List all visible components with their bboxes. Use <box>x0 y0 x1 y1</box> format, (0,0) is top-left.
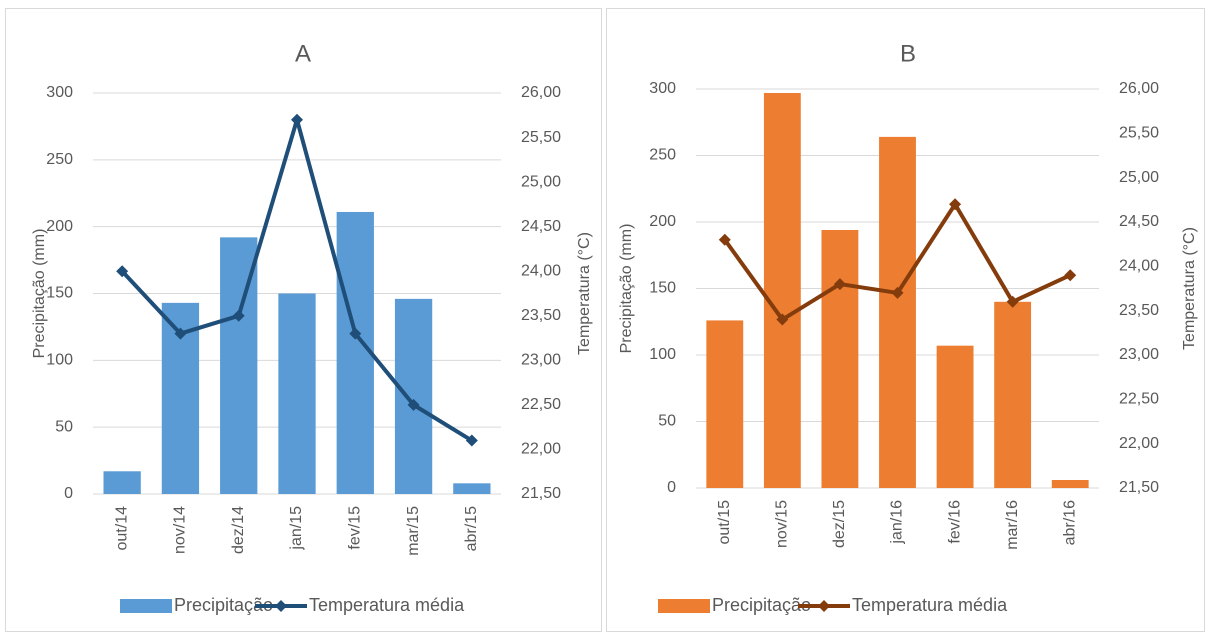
legend-label: Temperatura média <box>309 595 465 615</box>
y2-tick-label: 24,50 <box>521 218 561 235</box>
y-tick-label: 300 <box>46 84 73 101</box>
y-tick-label: 50 <box>658 413 676 430</box>
legend-marker <box>275 600 287 612</box>
x-tick-label: out/15 <box>716 500 733 545</box>
y2-tick-label: 25,50 <box>1119 125 1159 142</box>
line-marker <box>891 286 904 299</box>
y-axis-title: Precipitação (mm) <box>618 224 635 354</box>
y2-tick-label: 23,50 <box>521 307 561 324</box>
y2-tick-label: 22,50 <box>521 396 561 413</box>
bar <box>453 483 491 494</box>
y-tick-label: 300 <box>649 80 676 97</box>
y2-tick-label: 23,00 <box>521 352 561 369</box>
y2-tick-label: 26,00 <box>1119 80 1159 97</box>
bar <box>936 345 974 488</box>
y2-tick-label: 21,50 <box>1119 479 1159 496</box>
x-tick-label: out/14 <box>113 506 130 551</box>
bar <box>706 320 744 488</box>
x-tick-label: dez/15 <box>831 500 848 548</box>
x-tick-label: dez/14 <box>230 506 247 554</box>
y-tick-label: 0 <box>64 485 73 502</box>
y2-tick-label: 23,50 <box>1119 302 1159 319</box>
x-tick-label: nov/14 <box>172 506 189 554</box>
x-tick-label: abr/15 <box>463 506 480 551</box>
legend-swatch <box>658 599 710 613</box>
y2-axis-title: Temperatura (°C) <box>576 232 593 355</box>
line-marker <box>833 278 846 291</box>
legend-label: Precipitação <box>712 595 811 615</box>
legend-label: Precipitação <box>174 595 273 615</box>
legend-marker <box>818 600 830 612</box>
line-marker <box>174 327 187 340</box>
y-tick-label: 100 <box>46 352 73 369</box>
legend-label: Temperatura média <box>852 595 1008 615</box>
bar <box>103 471 141 494</box>
bar <box>278 293 316 494</box>
x-tick-label: abr/16 <box>1061 500 1078 545</box>
chart-title: A <box>295 40 311 67</box>
y-axis-title: Precipitação (mm) <box>31 229 48 359</box>
line-marker <box>1064 269 1077 282</box>
line-marker <box>949 198 962 211</box>
line-marker <box>407 398 420 411</box>
y2-tick-label: 25,50 <box>521 129 561 146</box>
y2-tick-label: 26,00 <box>521 84 561 101</box>
y2-tick-label: 21,50 <box>521 485 561 502</box>
y-tick-label: 150 <box>46 285 73 302</box>
y2-tick-label: 24,00 <box>1119 258 1159 275</box>
bar <box>394 298 433 494</box>
y2-tick-label: 25,00 <box>1119 169 1159 186</box>
y-tick-label: 200 <box>649 213 676 230</box>
x-tick-label: mar/15 <box>405 506 422 556</box>
line-marker <box>291 113 303 126</box>
y2-tick-label: 22,50 <box>1119 391 1159 408</box>
y2-tick-label: 24,50 <box>1119 213 1159 230</box>
bar <box>879 136 916 488</box>
x-tick-label: jan/16 <box>889 500 906 545</box>
y-tick-label: 250 <box>649 147 676 164</box>
y2-tick-label: 23,00 <box>1119 346 1159 363</box>
chart-title: B <box>900 40 916 67</box>
y-tick-label: 100 <box>649 346 676 363</box>
y-tick-label: 50 <box>55 418 73 435</box>
x-tick-label: mar/16 <box>1004 500 1021 550</box>
y2-axis-title: Temperatura (°C) <box>1181 227 1198 350</box>
bar <box>336 211 374 495</box>
y2-tick-label: 22,00 <box>1119 435 1159 452</box>
line-marker <box>116 265 129 278</box>
y2-tick-label: 24,00 <box>521 262 561 279</box>
bar <box>1051 480 1089 488</box>
line-marker <box>232 309 245 322</box>
x-tick-label: fev/16 <box>946 500 963 544</box>
legend-swatch <box>120 599 172 613</box>
y-tick-label: 250 <box>46 151 73 168</box>
line-marker <box>776 313 789 326</box>
bar <box>994 301 1032 488</box>
x-tick-label: nov/15 <box>774 500 791 548</box>
y-tick-label: 150 <box>649 280 676 297</box>
bar <box>821 229 859 489</box>
line-marker <box>349 327 362 340</box>
y2-tick-label: 25,00 <box>521 173 561 190</box>
x-tick-label: jan/15 <box>288 506 305 551</box>
x-tick-label: fev/15 <box>347 506 364 550</box>
y-tick-label: 0 <box>667 479 676 496</box>
y-tick-label: 200 <box>46 218 73 235</box>
line-marker <box>1006 295 1019 308</box>
bar <box>763 92 801 489</box>
line-marker <box>465 434 478 447</box>
line-marker <box>718 233 731 246</box>
y2-tick-label: 22,00 <box>521 441 561 458</box>
